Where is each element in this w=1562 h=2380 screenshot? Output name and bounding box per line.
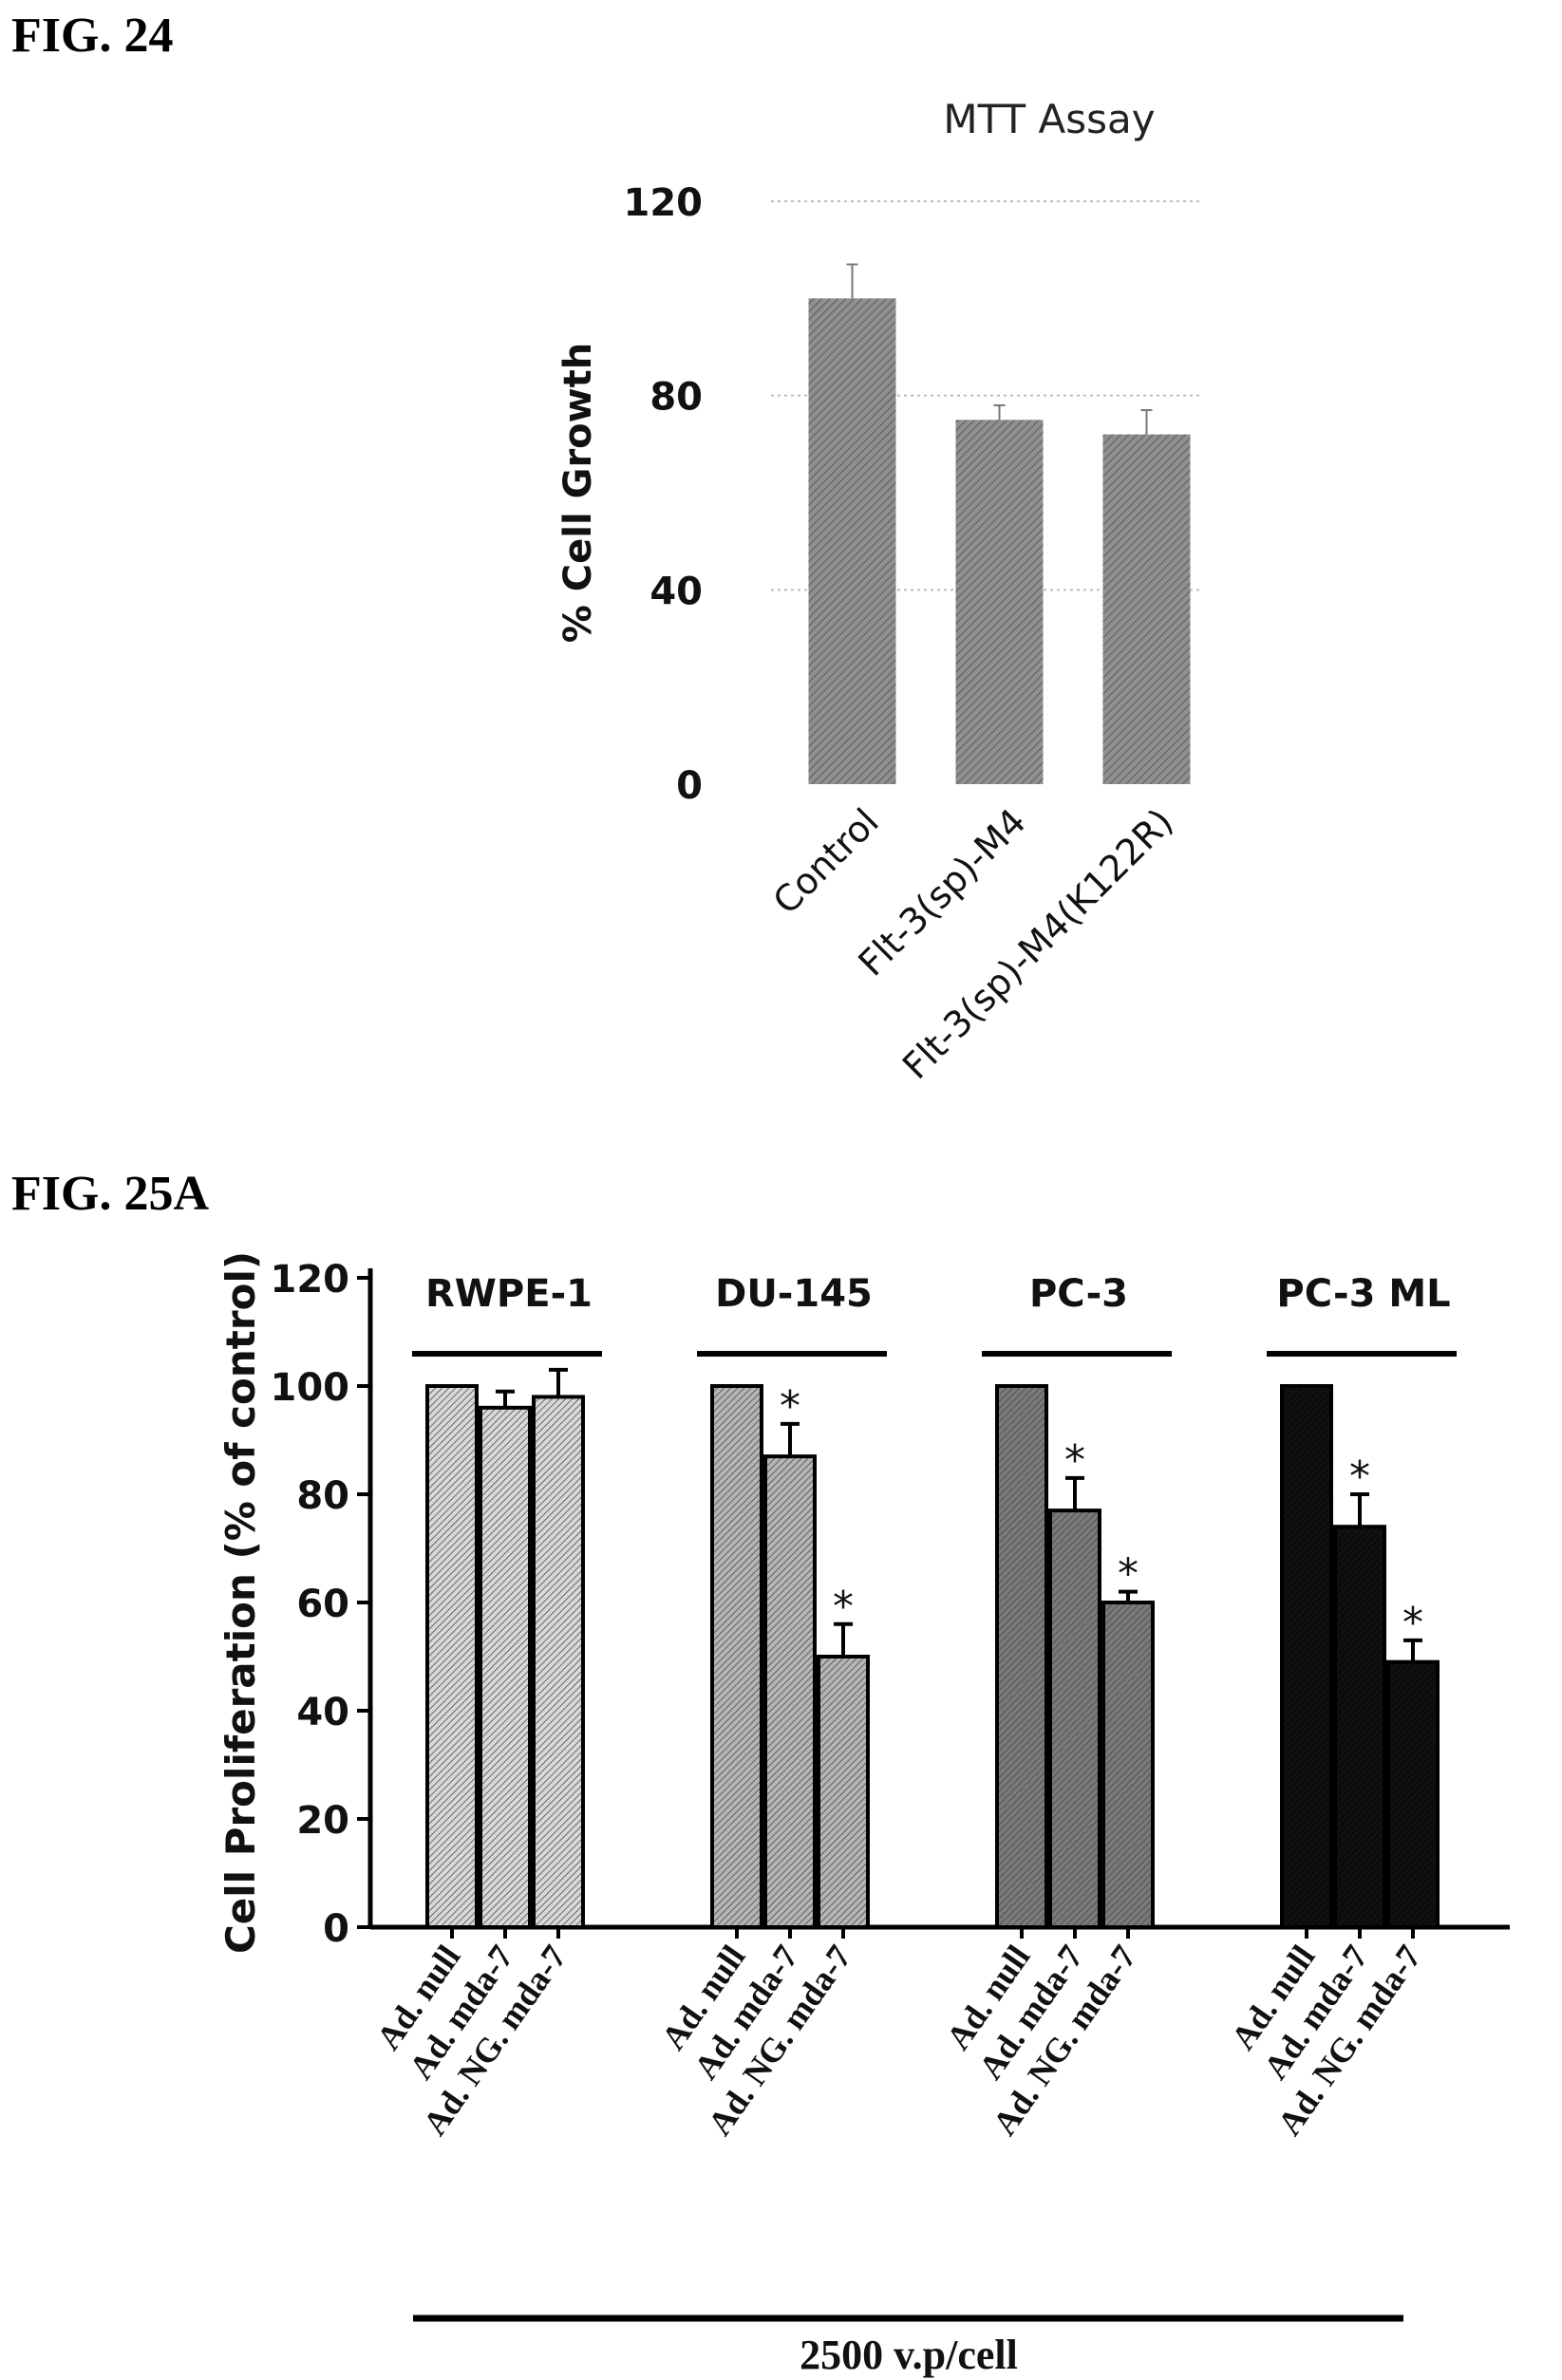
bar bbox=[995, 1384, 1048, 1929]
bar bbox=[479, 1405, 532, 1929]
y-tick-label: 120 bbox=[271, 1258, 350, 1302]
significance-marker: * bbox=[1349, 1452, 1370, 1501]
y-tick-label: 120 bbox=[624, 181, 704, 225]
x-tick-label: Control bbox=[765, 800, 887, 922]
mtt-assay-chart: MTT Assay 0 40 80 120 % Cell Growth ControlFlt… bbox=[556, 96, 1201, 1087]
y-axis-label: Cell Proliferation (% of control) bbox=[217, 1251, 264, 1954]
bar bbox=[817, 1655, 870, 1929]
chart-title: MTT Assay bbox=[943, 96, 1155, 142]
x-tick-label: Flt-3(sp)-M4(K122R) bbox=[894, 800, 1181, 1087]
bar bbox=[710, 1384, 763, 1929]
bar bbox=[1102, 434, 1191, 784]
y-tick-label: 80 bbox=[649, 376, 703, 420]
significance-marker: * bbox=[833, 1583, 854, 1631]
bar bbox=[1280, 1384, 1333, 1929]
figure-25a-label: FIG. 25A bbox=[11, 1167, 209, 1221]
y-tick-label: 0 bbox=[676, 764, 703, 808]
bar bbox=[763, 1454, 817, 1929]
y-tick-label: 20 bbox=[296, 1799, 349, 1843]
group-label: PC-3 bbox=[1029, 1272, 1128, 1316]
group-label: PC-3 ML bbox=[1276, 1272, 1450, 1316]
y-tick-label: 60 bbox=[296, 1583, 349, 1626]
figure-24-label: FIG. 24 bbox=[11, 9, 174, 63]
bar bbox=[1333, 1525, 1386, 1929]
y-tick-label: 0 bbox=[323, 1907, 349, 1951]
significance-marker: * bbox=[1064, 1436, 1085, 1485]
bar bbox=[1048, 1509, 1101, 1929]
bar bbox=[425, 1384, 479, 1929]
bar bbox=[1101, 1601, 1155, 1929]
bar bbox=[808, 298, 896, 784]
y-tick-label: 40 bbox=[649, 570, 703, 613]
bar bbox=[1386, 1659, 1440, 1929]
y-tick-label: 100 bbox=[271, 1366, 350, 1410]
y-axis-label: % Cell Growth bbox=[556, 343, 600, 643]
y-tick-label: 40 bbox=[296, 1691, 349, 1734]
bar bbox=[955, 420, 1044, 784]
y-tick-label: 80 bbox=[296, 1474, 349, 1518]
group-label: RWPE-1 bbox=[425, 1272, 593, 1316]
significance-marker: * bbox=[780, 1382, 800, 1431]
group-label: DU-145 bbox=[715, 1272, 873, 1316]
bar bbox=[532, 1395, 585, 1929]
significance-marker: * bbox=[1402, 1599, 1423, 1647]
significance-marker: * bbox=[1118, 1550, 1139, 1599]
x-axis-label: 2500 v.p/cell bbox=[800, 2332, 1018, 2378]
